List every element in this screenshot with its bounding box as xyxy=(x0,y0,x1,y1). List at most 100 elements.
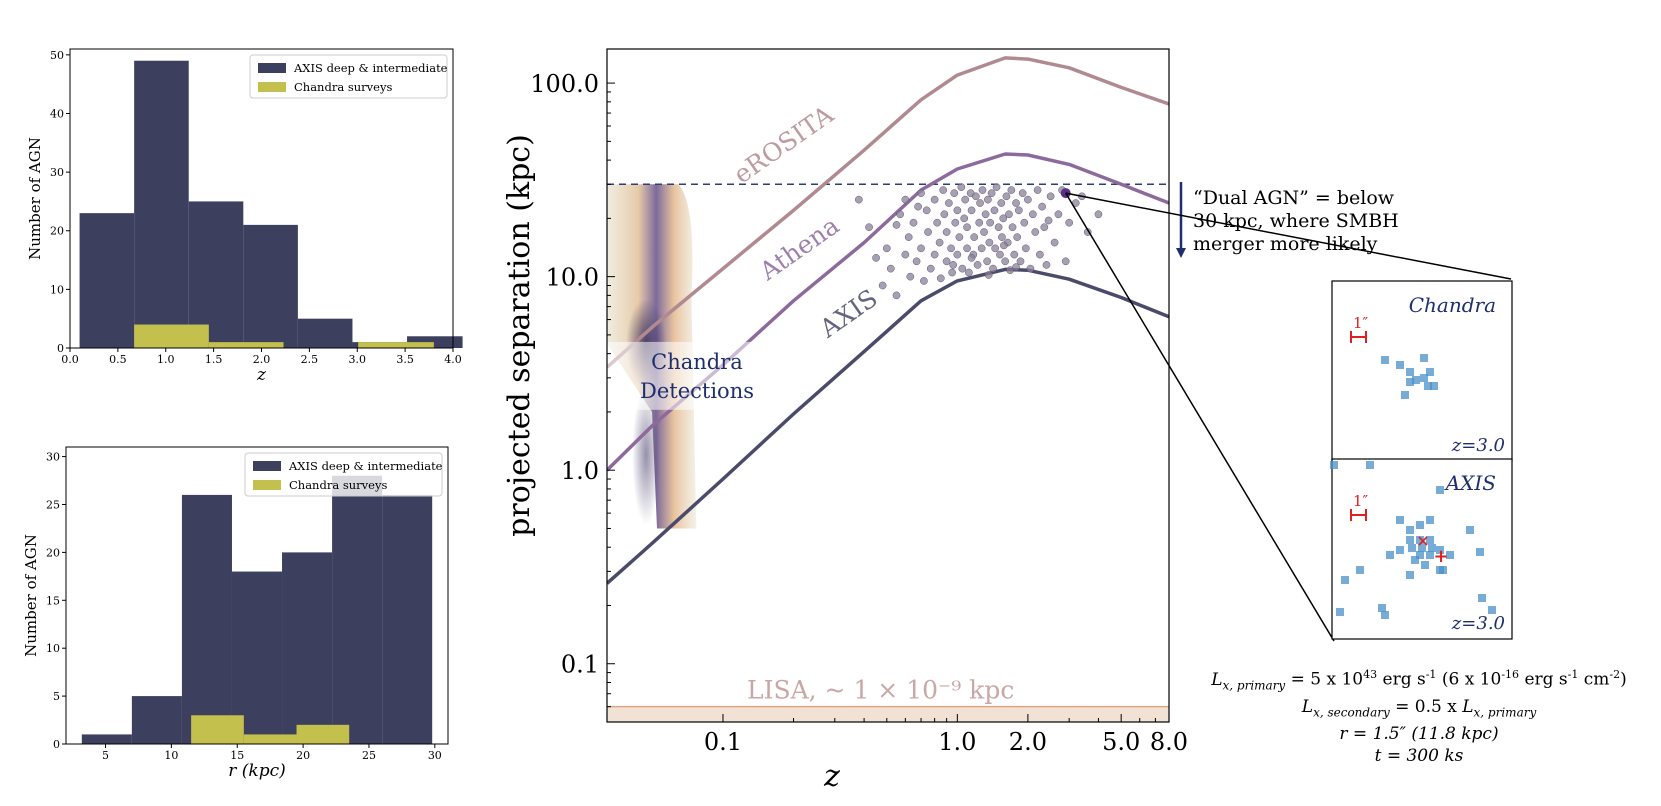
photon-pixel xyxy=(1341,576,1349,584)
image-panel xyxy=(1331,280,1513,462)
agn-point xyxy=(1024,195,1032,204)
agn-point xyxy=(984,271,993,279)
simulated-image-panels: Chandra 1″ z=3.0 AXIS 1″ z=3.0 ×+ xyxy=(1330,280,1513,640)
agn-point xyxy=(987,189,996,197)
photon-pixel xyxy=(1406,368,1414,376)
agn-point xyxy=(892,221,901,229)
agn-point xyxy=(1029,210,1037,219)
hist-bar-axis xyxy=(382,494,433,744)
y-tick-label: 100.0 xyxy=(530,70,599,98)
hist-bar-axis xyxy=(332,475,383,744)
zoom-leader-top xyxy=(1065,192,1512,280)
agn-point xyxy=(945,199,953,207)
agn-point xyxy=(997,199,1006,207)
photon-pixel xyxy=(1401,391,1409,399)
agn-point xyxy=(1040,223,1049,232)
curve-label-erosita: eROSITA xyxy=(728,99,839,189)
x-tick-label: 3.0 xyxy=(349,353,367,366)
x-tick-label: 5.0 xyxy=(1102,728,1140,756)
agn-point xyxy=(1000,241,1008,250)
photon-pixel xyxy=(1420,354,1428,362)
agn-point xyxy=(924,228,932,236)
photon-pixel xyxy=(1378,604,1386,612)
legend-box xyxy=(249,54,448,99)
param-lx-secondary: Lx, secondary = 0.5 x Lx, primary xyxy=(1301,697,1537,720)
agn-point xyxy=(942,228,951,236)
y-tick-label: 10.0 xyxy=(546,264,599,292)
agn-point xyxy=(967,206,976,215)
photon-pixel xyxy=(1408,544,1416,552)
legend-box xyxy=(244,452,443,497)
agn-point xyxy=(1042,261,1051,269)
agn-point xyxy=(970,233,979,241)
hist-bar-axis xyxy=(181,494,232,744)
detections-label-bg xyxy=(607,341,767,410)
photon-pixel xyxy=(1436,546,1444,554)
hist-bar-axis xyxy=(81,734,132,744)
agn-point xyxy=(1050,238,1059,247)
photon-pixel xyxy=(1436,486,1444,494)
agn-point xyxy=(972,192,980,201)
hist-bar-chandra xyxy=(191,715,244,744)
agn-point xyxy=(1031,228,1040,236)
agn-point xyxy=(957,183,966,191)
agn-point xyxy=(896,210,904,219)
photon-pixel xyxy=(1416,521,1424,529)
agn-point xyxy=(953,206,962,215)
hist-bar-chandra xyxy=(208,342,284,348)
y-tick-label: 20 xyxy=(46,546,60,559)
photon-pixel xyxy=(1421,561,1429,569)
agn-point xyxy=(976,199,984,207)
agn-point xyxy=(977,244,986,253)
hist-bar-axis xyxy=(297,318,353,348)
agn-point xyxy=(1005,210,1013,219)
agn-point xyxy=(1007,186,1016,194)
photon-pixel xyxy=(1416,536,1424,544)
agn-point xyxy=(951,218,960,227)
dual-agn-label-line: merger more likely xyxy=(1193,233,1378,255)
y-axis-label: Number of AGN xyxy=(26,137,44,260)
agn-point xyxy=(917,244,925,253)
agn-point xyxy=(973,261,982,269)
y-tick-label: 40 xyxy=(50,107,64,120)
y-tick-label: 10 xyxy=(50,283,64,296)
hist-bar-axis xyxy=(282,552,333,744)
agn-point xyxy=(1021,244,1030,253)
panel-title: AXIS xyxy=(1444,471,1496,495)
photon-pixel xyxy=(1356,566,1364,574)
agn-point xyxy=(953,250,962,259)
agn-point xyxy=(986,218,994,227)
agn-point xyxy=(1046,192,1055,201)
y-tick-label: 0 xyxy=(57,342,64,355)
agn-point xyxy=(963,244,971,253)
agn-point xyxy=(942,257,951,266)
photon-pixel xyxy=(1426,368,1434,376)
scale-bar-label: 1″ xyxy=(1353,314,1369,332)
agn-point xyxy=(955,233,964,241)
agn-point xyxy=(1001,257,1010,266)
x-tick-label: 1.0 xyxy=(938,728,976,756)
y-tick-label: 15 xyxy=(46,594,60,607)
legend-label: Chandra surveys xyxy=(294,80,392,94)
agn-point xyxy=(926,264,935,273)
param-lx-primary: Lx, primary = 5 x 1043 erg s-1 (6 x 10-1… xyxy=(1211,668,1627,693)
y-tick-label: 0.1 xyxy=(561,651,599,679)
photon-pixel xyxy=(1406,526,1414,534)
agn-point xyxy=(1094,210,1103,219)
agn-point xyxy=(960,214,969,223)
legend-swatch xyxy=(258,63,286,73)
legend-label: AXIS deep & intermediate xyxy=(293,61,448,75)
agn-point xyxy=(939,186,948,194)
photon-pixel xyxy=(1428,544,1436,552)
lisa-label: LISA, ~ 1 × 10⁻⁹ kpc xyxy=(747,676,1014,705)
agn-point xyxy=(990,206,999,215)
simulation-parameters: Lx, primary = 5 x 1043 erg s-1 (6 x 10-1… xyxy=(1180,664,1658,767)
agn-point xyxy=(855,195,863,204)
agn-point xyxy=(909,218,918,227)
x-axis-label: r (kpc) xyxy=(228,761,286,781)
x-tick-label: 0.1 xyxy=(704,728,742,756)
param-exposure: t = 300 ks xyxy=(1374,746,1464,767)
photon-pixel xyxy=(1426,551,1434,559)
